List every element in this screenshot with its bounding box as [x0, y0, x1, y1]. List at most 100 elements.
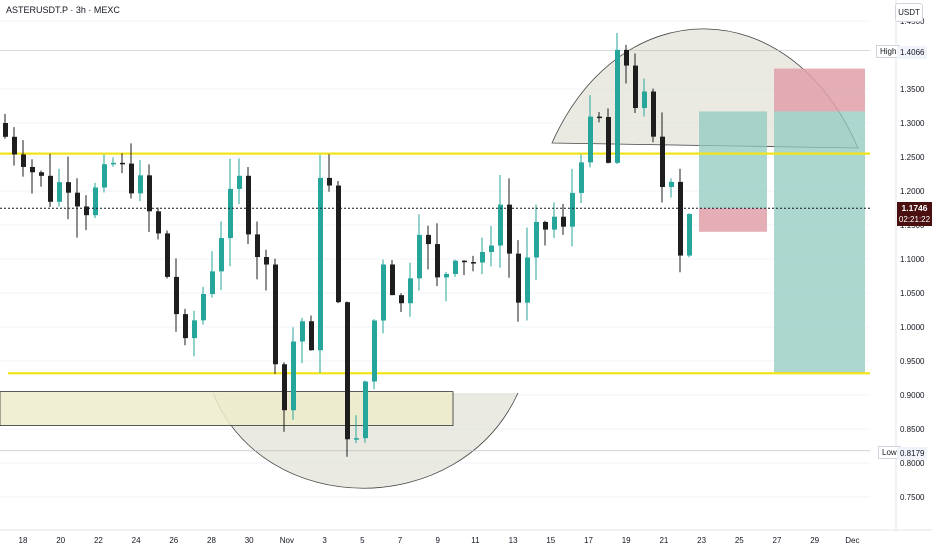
candle-body — [435, 244, 440, 278]
long-target-zone — [699, 111, 767, 209]
candle-body — [291, 341, 296, 411]
price-tick-label: 1.0000 — [900, 323, 925, 332]
high-value: 1.4066 — [897, 46, 928, 59]
candle-body — [84, 206, 89, 216]
price-tick-label: 0.8000 — [900, 459, 925, 468]
price-tick-label: 0.9500 — [900, 357, 925, 366]
candle-body — [453, 260, 458, 274]
candle-body — [381, 264, 386, 321]
candle-body — [156, 211, 161, 234]
candle-body — [57, 182, 62, 202]
candle-body — [354, 438, 359, 440]
candle-body — [120, 162, 125, 165]
candle-body — [102, 164, 107, 188]
time-tick-label: 30 — [245, 536, 254, 545]
candle-body — [561, 216, 566, 227]
time-tick-label: 5 — [360, 536, 365, 545]
low-value: 0.8179 — [897, 447, 928, 460]
candle-body — [390, 264, 395, 296]
price-tick-label: 0.8500 — [900, 425, 925, 434]
candle-body — [129, 163, 134, 194]
candle-body — [30, 166, 35, 173]
candle-body — [597, 116, 602, 119]
time-tick-label: 29 — [810, 536, 819, 545]
price-tick-label: 1.3500 — [900, 85, 925, 94]
time-tick-label: 7 — [398, 536, 403, 545]
candle-body — [138, 175, 143, 194]
time-tick-label: Dec — [845, 536, 859, 545]
candle-body — [606, 116, 611, 163]
candle-body — [588, 116, 593, 163]
candle-body — [318, 177, 323, 351]
bottom-arc-drawing — [212, 392, 519, 489]
candle-body — [363, 381, 368, 439]
candle-body — [282, 364, 287, 411]
time-tick-label: 21 — [659, 536, 668, 545]
candle-body — [417, 234, 422, 279]
candles-group — [3, 33, 692, 457]
candle-body — [327, 177, 332, 186]
time-tick-label: 9 — [435, 536, 440, 545]
candle-body — [678, 181, 683, 256]
candle-body — [39, 172, 44, 176]
price-tick-label: 1.2500 — [900, 153, 925, 162]
price-tick-label: 1.3000 — [900, 119, 925, 128]
time-tick-label: 25 — [735, 536, 744, 545]
candle-body — [111, 162, 116, 165]
time-tick-label: 15 — [546, 536, 555, 545]
time-tick-label: 28 — [207, 536, 216, 545]
candle-body — [48, 175, 53, 202]
time-tick-label: 11 — [471, 536, 480, 545]
candle-body — [372, 320, 377, 382]
currency-unit-button[interactable]: USDT — [895, 3, 923, 22]
candle-body — [309, 321, 314, 351]
candle-body — [237, 175, 242, 189]
price-tick-label: 1.0500 — [900, 289, 925, 298]
candle-body — [579, 162, 584, 193]
current-price-tag: 1.1746 02:21:22 — [897, 202, 932, 226]
candle-body — [660, 136, 665, 188]
candle-body — [570, 192, 575, 227]
candle-body — [21, 154, 26, 167]
candle-body — [300, 321, 305, 342]
candle-body — [201, 294, 206, 321]
candle-body — [534, 221, 539, 258]
price-tick-label: 0.9000 — [900, 391, 925, 400]
candle-body — [516, 253, 521, 303]
candle-body — [399, 295, 404, 304]
price-tick-label: 1.1000 — [900, 255, 925, 264]
demand-zone — [0, 391, 454, 427]
candle-body — [624, 49, 629, 66]
candle-body — [444, 273, 449, 278]
candle-body — [183, 314, 188, 339]
candle-body — [75, 192, 80, 207]
time-tick-label: 26 — [169, 536, 178, 545]
time-tick-label: 18 — [19, 536, 28, 545]
candle-body — [426, 234, 431, 245]
time-tick-label: 20 — [56, 536, 65, 545]
candle-body — [552, 216, 557, 230]
candle-body — [507, 204, 512, 254]
candle-body — [264, 257, 269, 265]
candle-body — [273, 264, 278, 365]
time-tick-label: Nov — [280, 536, 294, 545]
candle-body — [246, 175, 251, 235]
bar-countdown: 02:21:22 — [898, 215, 931, 224]
candle-body — [498, 204, 503, 246]
short-stop-zone — [774, 68, 865, 112]
candle-body — [615, 49, 620, 163]
candle-body — [489, 245, 494, 252]
time-tick-label: 19 — [622, 536, 631, 545]
candle-body — [192, 320, 197, 339]
candle-body — [408, 278, 413, 304]
candle-body — [219, 238, 224, 272]
candle-body — [687, 214, 692, 256]
price-tick-label: 0.7500 — [900, 493, 925, 502]
candle-body — [462, 260, 467, 263]
candle-body — [633, 65, 638, 109]
time-tick-label: 23 — [697, 536, 706, 545]
candle-body — [345, 302, 350, 440]
candle-body — [12, 136, 17, 155]
